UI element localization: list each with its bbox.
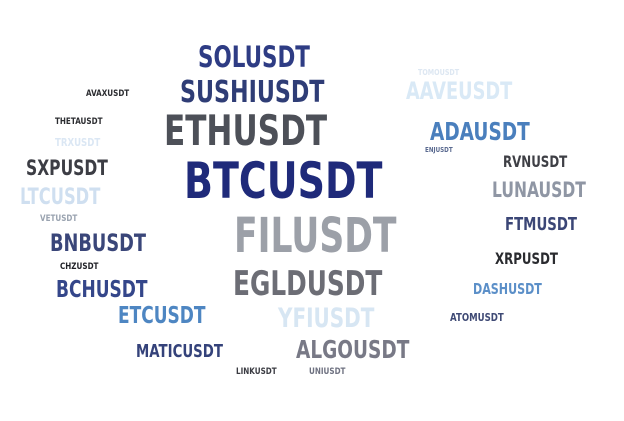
word-ethusdt: ETHUSDT [164, 106, 328, 155]
word-sushiusdt: SUSHIUSDT [180, 75, 325, 110]
word-lunausdt: LUNAUSDT [492, 178, 586, 202]
word-algousdt: ALGOUSDT [296, 335, 410, 364]
word-avaxusdt: AVAXUSDT [86, 89, 130, 99]
word-atomusdt: ATOMUSDT [450, 311, 504, 324]
word-enjusdt: ENJUSDT [425, 146, 453, 154]
word-solusdt: SOLUSDT [198, 40, 310, 74]
word-ltcusdt: LTCUSDT [20, 185, 101, 210]
word-vetusdt: VETUSDT [40, 214, 78, 224]
word-dashusdt: DASHUSDT [473, 280, 542, 298]
word-xrpusdt: XRPUSDT [495, 249, 558, 268]
word-btcusdt: BTCUSDT [184, 152, 383, 210]
word-uniusdt: UNIUSDT [309, 367, 346, 377]
word-linkusdt: LINKUSDT [236, 367, 277, 377]
word-maticusdt: MATICUSDT [136, 341, 223, 362]
word-aaveusdt: AAVEUSDT [406, 77, 513, 105]
word-bchusdt: BCHUSDT [56, 277, 148, 303]
word-yfiusdt: YFIUSDT [278, 303, 375, 334]
word-ftmusdt: FTMUSDT [505, 214, 577, 235]
word-etcusdt: ETCUSDT [118, 303, 206, 329]
word-filusdt: FILUSDT [234, 208, 397, 264]
word-trxusdt: TRXUSDT [55, 136, 101, 149]
word-egldusdt: EGLDUSDT [233, 264, 383, 304]
word-adausdt: ADAUSDT [430, 117, 530, 146]
word-bnbusdt: BNBUSDT [50, 229, 147, 257]
word-rvnusdt: RVNUSDT [503, 152, 568, 171]
word-tomousdt: TOMOUSDT [418, 68, 460, 77]
word-thetausdt: THETAUSDT [55, 117, 103, 127]
word-sxpusdt: SXPUSDT [26, 156, 108, 180]
word-chzusdt: CHZUSDT [60, 262, 99, 272]
